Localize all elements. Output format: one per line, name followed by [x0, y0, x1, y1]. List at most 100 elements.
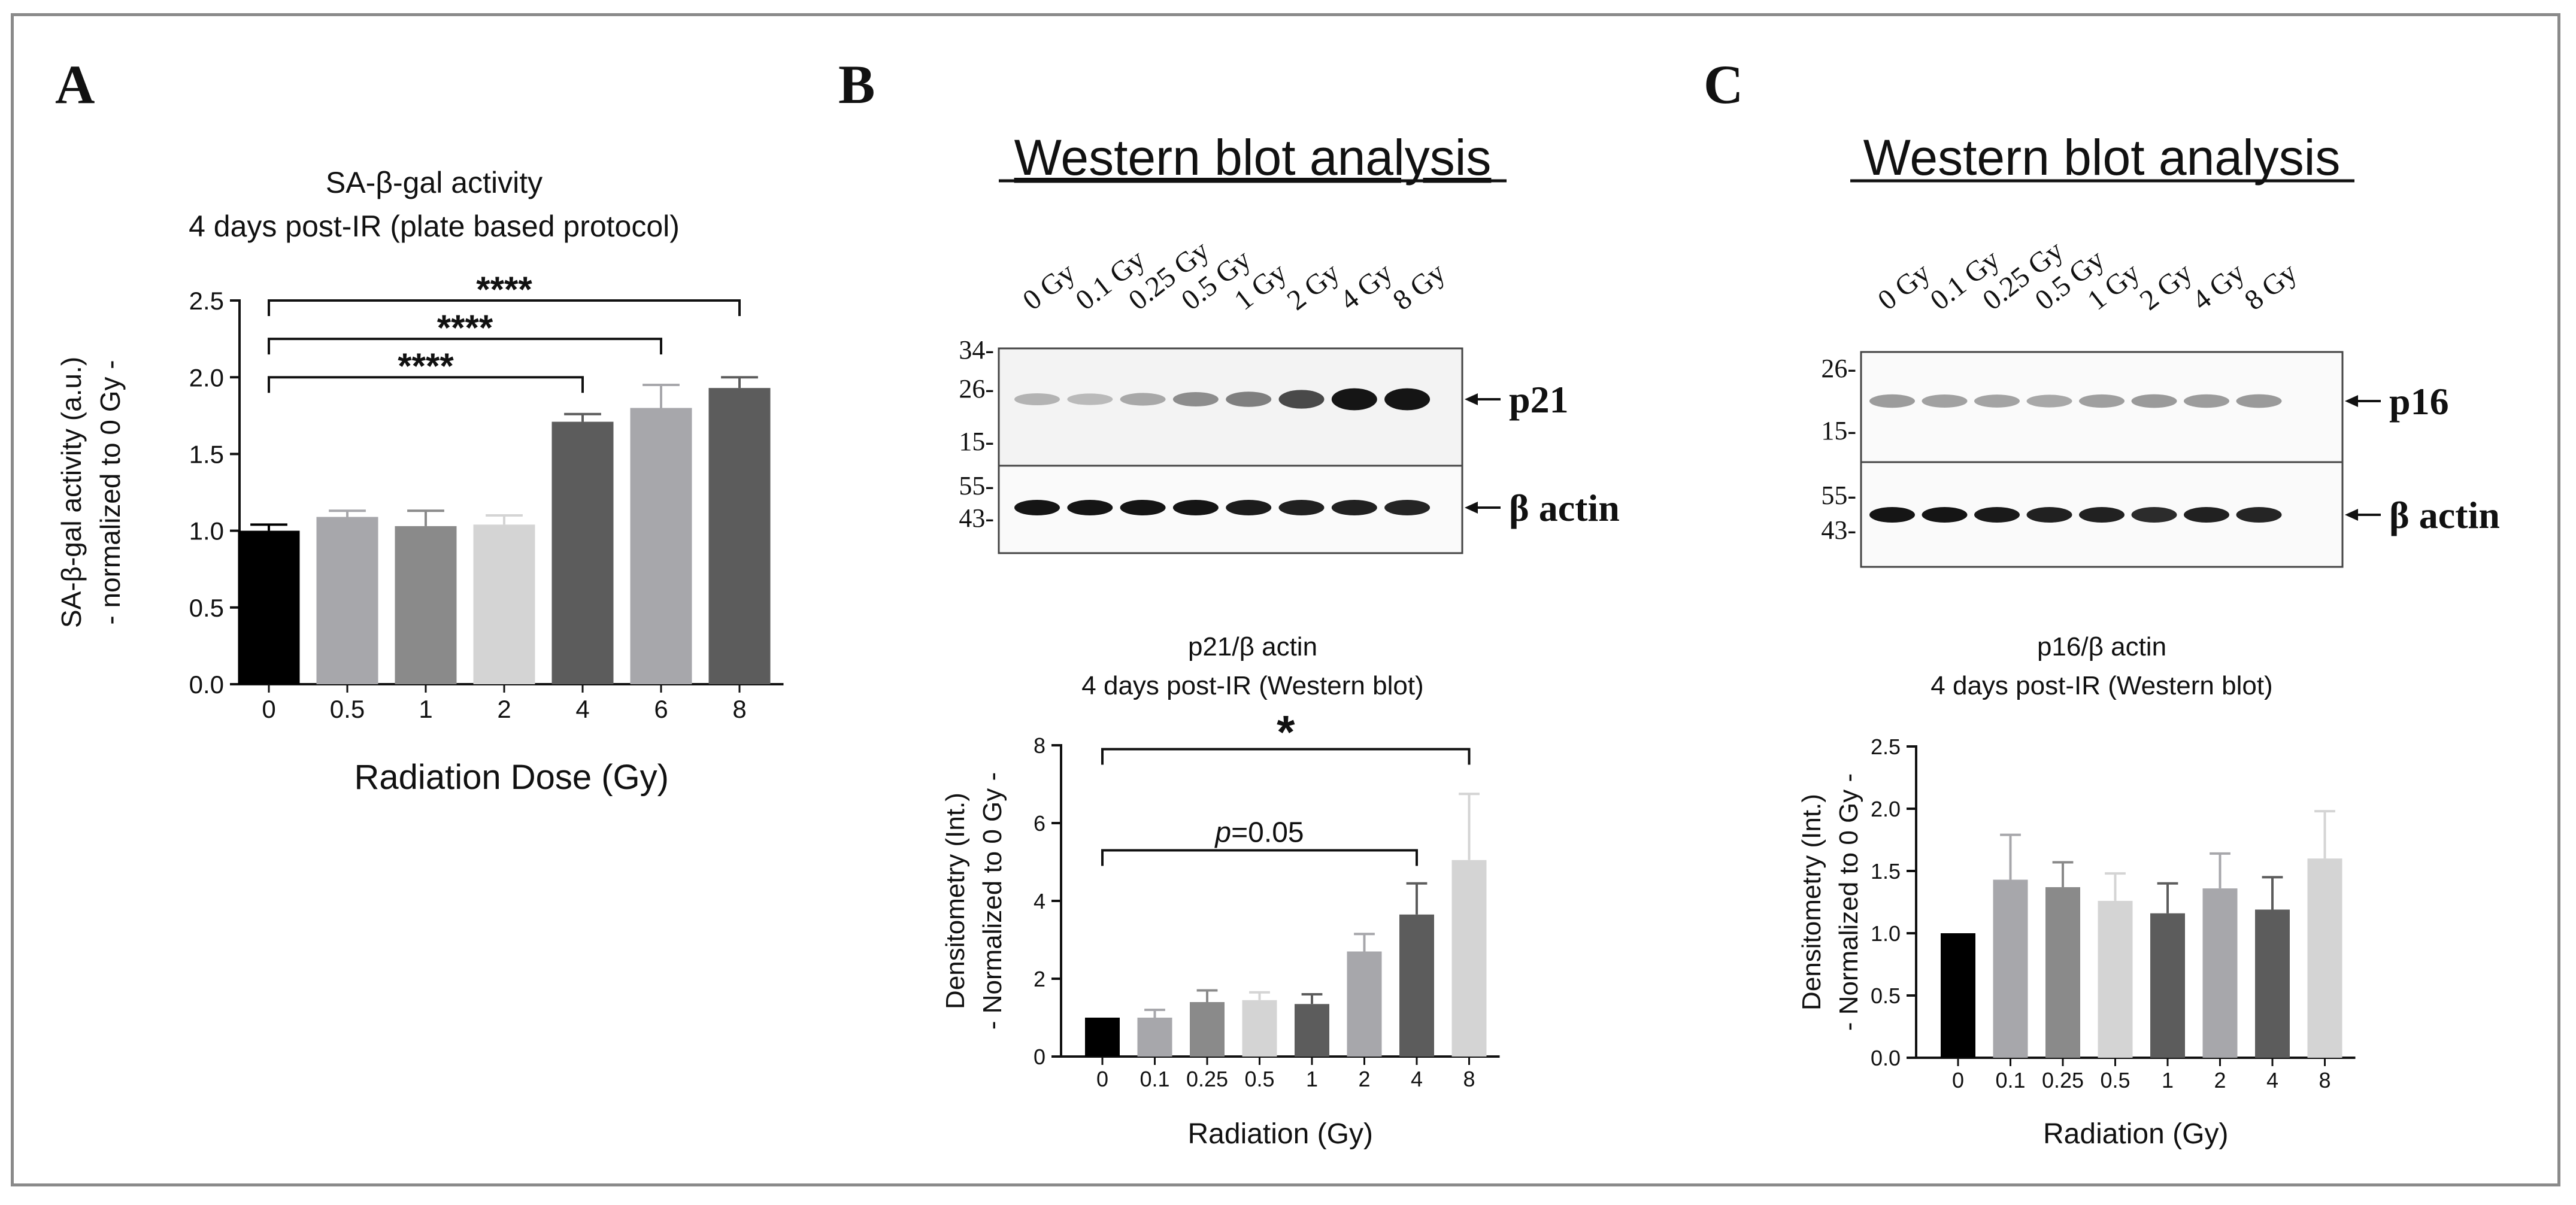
panel-letter-c: C: [1704, 54, 1743, 115]
blot-band: [1384, 388, 1431, 411]
y-tick-label: 2: [1034, 967, 1045, 991]
bar-8: [2307, 858, 2342, 1058]
bar-6: [630, 408, 692, 684]
blot-membrane: [998, 347, 1463, 471]
bar-2: [2202, 888, 2238, 1058]
bar-0.5: [316, 517, 378, 684]
chart-title-line: p21/β actin: [1188, 632, 1317, 661]
blot-band: [1226, 500, 1272, 515]
blot-title-b: Western blot analysis: [1014, 129, 1492, 186]
x-tick-label: 0.1: [1139, 1067, 1169, 1091]
x-tick-label: 4: [575, 695, 589, 723]
significance-bracket: [1101, 849, 1418, 866]
chart-title-line: 4 days post-IR (Western blot): [1081, 671, 1423, 700]
x-tick-label: 4: [2266, 1068, 2278, 1092]
y-axis-label-line: Densitometry (Int.): [1797, 794, 1826, 1010]
y-tick-label: 8: [1034, 733, 1045, 758]
x-tick-label: 0: [1952, 1068, 1964, 1092]
mw-marker: 34-: [959, 335, 994, 365]
mw-marker: 15-: [959, 427, 994, 456]
bar-2: [1347, 951, 1382, 1057]
mw-marker: 55-: [1821, 481, 1856, 510]
y-tick-label: 1.0: [189, 517, 224, 545]
mw-marker: 15-: [1821, 416, 1856, 445]
panel-letter-a: A: [55, 54, 95, 115]
blot-band: [1278, 500, 1325, 515]
x-axis-label: Radiation (Gy): [1188, 1118, 1373, 1150]
protein-label: β actin: [1509, 487, 1620, 529]
blot-band: [1014, 393, 1060, 405]
bar-1: [2150, 913, 2185, 1058]
mw-marker: 43-: [1821, 515, 1856, 545]
x-tick-label: 0.25: [1186, 1067, 1228, 1091]
blot-band: [1067, 500, 1113, 515]
blot-band: [2236, 394, 2282, 408]
chart-title-line: SA-β-gal activity: [326, 166, 543, 199]
y-tick-label: 0.5: [189, 594, 224, 622]
x-tick-label: 8: [1463, 1067, 1475, 1091]
x-tick-label: 0: [262, 695, 275, 723]
bar-8: [708, 388, 771, 684]
bar-0.25: [2045, 887, 2080, 1058]
blot-band: [1278, 390, 1325, 409]
blot-band: [1974, 507, 2020, 523]
blot-band: [1172, 500, 1219, 515]
significance-bracket: [1101, 748, 1471, 765]
blot-band: [1226, 391, 1272, 407]
protein-label: p21: [1509, 378, 1569, 421]
y-tick-label: 2.5: [189, 287, 224, 315]
mw-marker: 43-: [959, 503, 994, 533]
protein-label: p16: [2389, 380, 2449, 423]
y-axis-label-line: - Normalized to 0 Gy -: [1834, 773, 1863, 1031]
blot-band: [2131, 394, 2177, 408]
x-tick-label: 0.1: [1995, 1068, 2025, 1092]
blot-band: [1067, 393, 1113, 405]
blot-band: [1120, 500, 1166, 515]
x-tick-label: 0.25: [2042, 1068, 2084, 1092]
chart-p21-densitometry: p21/β actin 4 days post-IR (Western blot)…: [941, 632, 1500, 1150]
bar-8: [1451, 860, 1487, 1057]
significance-bracket: [268, 299, 741, 316]
blot-band: [1922, 394, 1968, 408]
x-tick-label: 8: [732, 695, 746, 723]
y-tick-label: 2.0: [1871, 797, 1901, 821]
x-tick-label: 0.5: [2100, 1068, 2130, 1092]
y-tick-label: 4: [1034, 889, 1045, 913]
y-tick-label: 2.0: [189, 363, 224, 391]
y-tick-label: 1.5: [189, 441, 224, 469]
bar-0: [1085, 1018, 1120, 1057]
bar-4: [1399, 914, 1434, 1057]
blot-band: [1384, 500, 1431, 515]
blot-band: [1331, 500, 1377, 515]
blot-band: [2184, 507, 2229, 523]
arrow-icon: [1465, 502, 1478, 514]
x-tick-label: 1: [419, 695, 432, 723]
blot-band: [1014, 500, 1060, 515]
blot-band: [1922, 507, 1968, 523]
arrow-icon: [1465, 393, 1478, 405]
bar-1: [395, 526, 457, 684]
x-axis-label: Radiation Dose (Gy): [354, 758, 669, 797]
blot-band: [1974, 394, 2020, 408]
x-tick-label: 6: [654, 695, 668, 723]
blot-band: [2184, 394, 2229, 408]
y-tick-label: 1.0: [1871, 921, 1901, 946]
bar-4: [551, 421, 614, 684]
x-tick-label: 2: [2214, 1068, 2226, 1092]
blot-band: [1172, 391, 1219, 407]
x-tick-label: 2: [497, 695, 511, 723]
significance-label: p=0.05: [1214, 817, 1304, 849]
blot-title-c: Western blot analysis: [1863, 129, 2341, 186]
chart-sa-beta-gal: SA-β-gal activity 4 days post-IR (plate b…: [56, 166, 784, 797]
panel-letter-b: B: [838, 54, 875, 115]
blot-membrane: [1860, 351, 2344, 466]
x-axis-label: Radiation (Gy): [2043, 1118, 2228, 1150]
bar-0.5: [2098, 900, 2133, 1058]
x-tick-label: 2: [1358, 1067, 1370, 1091]
x-tick-label: 0.5: [330, 695, 365, 723]
blot-band: [2026, 394, 2072, 408]
y-tick-label: 0: [1034, 1045, 1045, 1069]
chart-title-line: 4 days post-IR (plate based protocol): [189, 210, 680, 243]
